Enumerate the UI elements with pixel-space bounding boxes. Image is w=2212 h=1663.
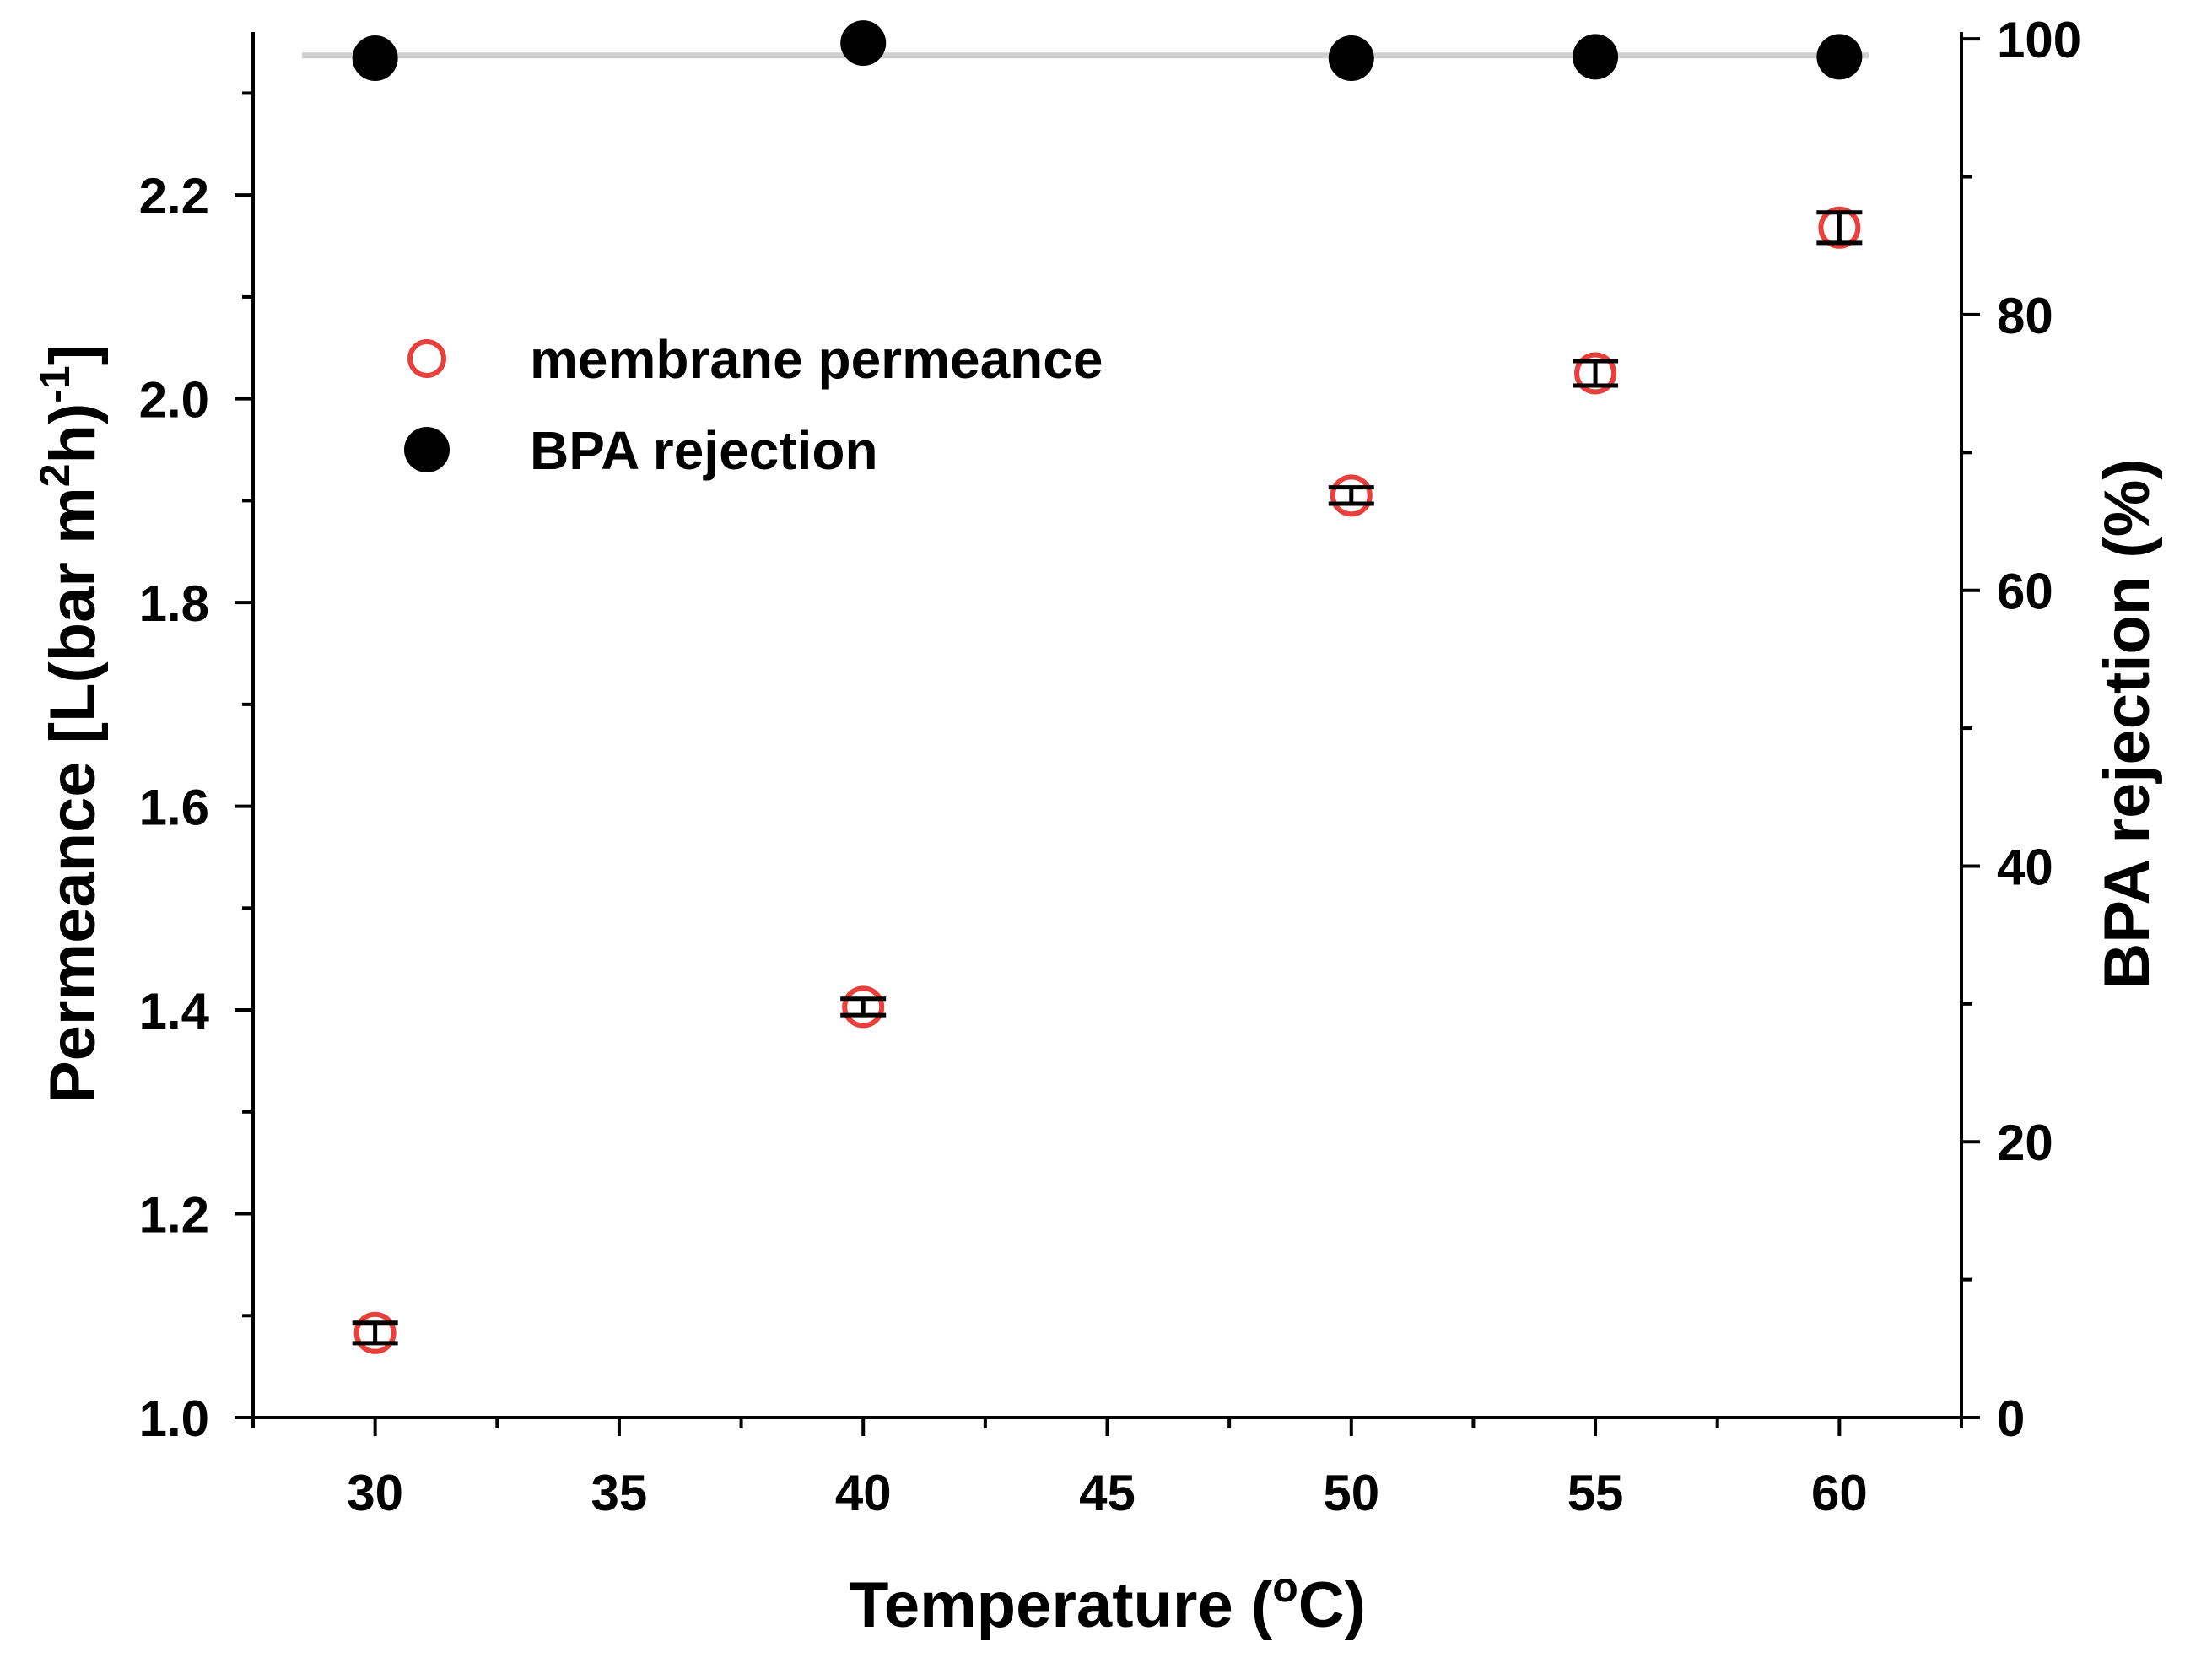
x-tick-label: 50 [1323, 1465, 1379, 1521]
x-tick-label: 55 [1567, 1465, 1624, 1521]
legend-marker-bpa-rejection [404, 427, 450, 472]
y-axis-left-title: Permeance [L(bar m2h)-1] [31, 344, 109, 1104]
y-right-tick-label: 20 [1997, 1115, 2053, 1171]
plot-marks [352, 20, 1863, 1354]
permeance-point [1818, 206, 1861, 249]
x-tick-label: 35 [591, 1465, 648, 1521]
bpa-rejection-point [1816, 34, 1863, 80]
permeance-point [1574, 352, 1617, 395]
y-right-tick-label: 0 [1997, 1390, 2025, 1447]
bpa-rejection-point [1328, 35, 1374, 82]
y-right-tick-label: 100 [1997, 12, 2081, 68]
permeance-point [1330, 474, 1373, 517]
bpa-rejection-point [840, 20, 887, 67]
x-tick-label: 60 [1811, 1465, 1868, 1521]
y-right-tick-label: 80 [1997, 288, 2053, 344]
bpa-rejection-point [1573, 34, 1619, 80]
x-tick-label: 40 [835, 1465, 892, 1521]
y-left-tick-label: 1.4 [139, 983, 210, 1039]
y-right-tick-label: 40 [1997, 839, 2053, 895]
legend-label-bpa-rejection: BPA rejection [530, 420, 878, 481]
permeance-point [353, 1311, 397, 1354]
y-left-tick-label: 1.8 [139, 575, 209, 632]
y-left-tick-label: 1.0 [139, 1390, 209, 1447]
y-left-tick-label: 2.0 [139, 372, 209, 429]
y-left-tick-label: 2.2 [139, 168, 209, 224]
x-axis-title: Temperature (oC) [850, 1563, 1366, 1641]
permeance-point [842, 985, 885, 1029]
y-left-tick-label: 1.2 [139, 1187, 209, 1244]
y-axis-right-title: BPA rejection (%) [2091, 458, 2163, 989]
y-left-tick-label: 1.6 [139, 780, 209, 836]
x-tick-label: 30 [347, 1465, 403, 1521]
legend: membrane permeance BPA rejection [404, 329, 1103, 481]
axes: 30 35 40 45 50 55 60 1.0 1.2 1.4 1.6 1.8 2.0 2.2 0 20 40… [139, 12, 2082, 1521]
legend-label-membrane-permeance: membrane permeance [530, 329, 1103, 390]
y-right-tick-label: 60 [1997, 564, 2053, 620]
legend-marker-membrane-permeance [407, 339, 446, 378]
bpa-rejection-point [352, 35, 398, 82]
x-tick-label: 45 [1079, 1465, 1136, 1521]
